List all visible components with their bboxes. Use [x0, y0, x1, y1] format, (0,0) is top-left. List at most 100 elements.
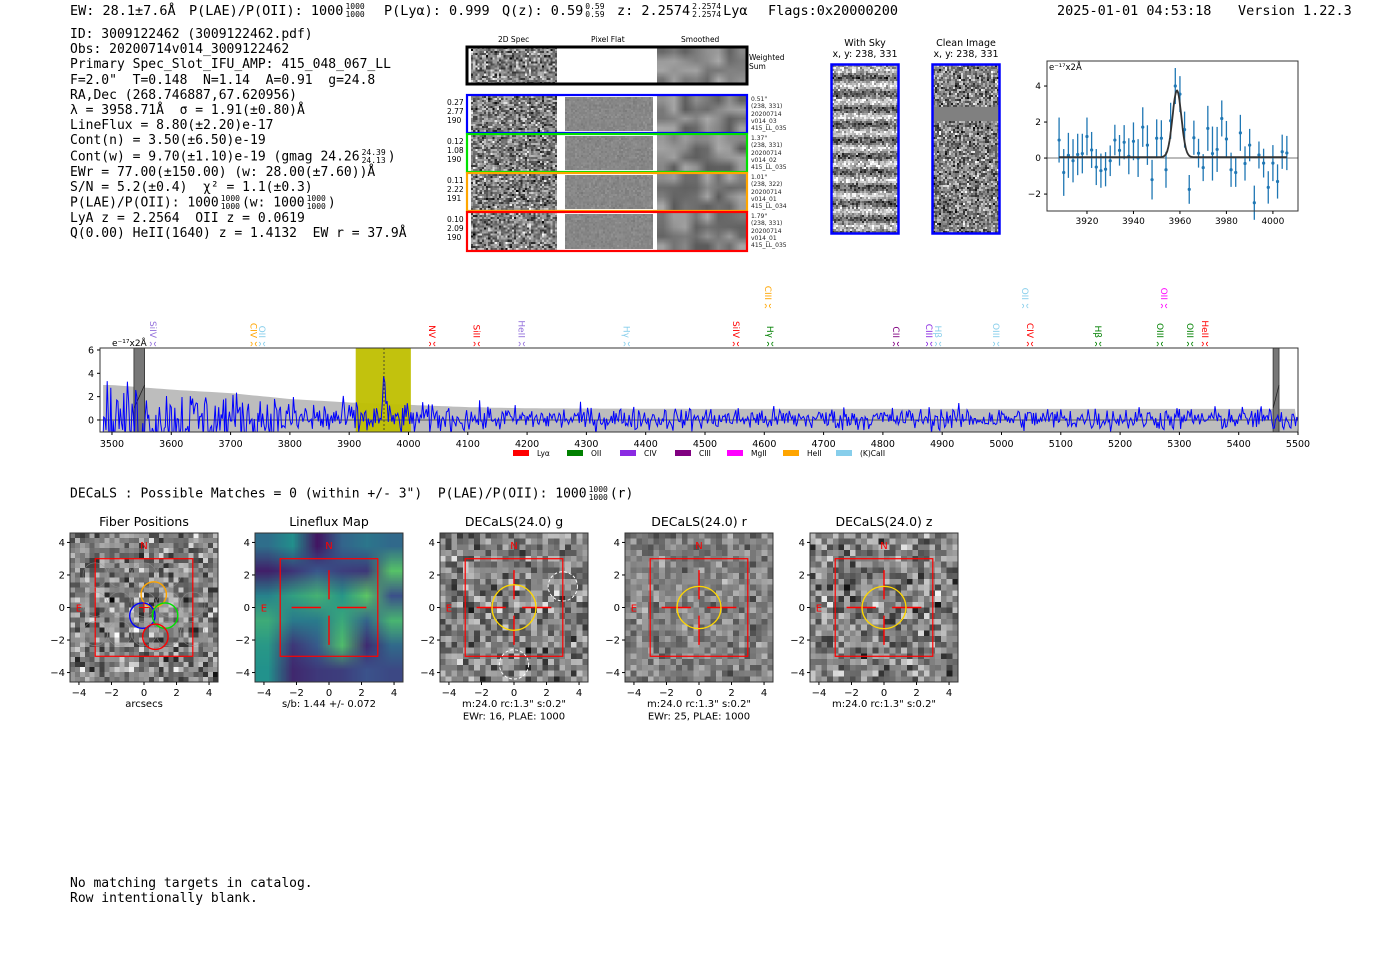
y-tick-label: 0: [429, 603, 435, 614]
qz-value: Q(z): 0.59: [502, 3, 584, 19]
y-tick-label: 4: [59, 538, 65, 549]
unit-label: e⁻¹⁷x2Å: [1049, 61, 1082, 73]
emission-line-marker: [992, 341, 1000, 347]
y-tick-label: 0: [244, 603, 250, 614]
qz-lo: 0.59: [585, 10, 605, 19]
info-lineflux: LineFlux = 8.80(±2.20)e-17: [70, 118, 274, 134]
x-tick-label: −4: [812, 688, 827, 699]
emission-line-label: CIV: [1024, 323, 1034, 339]
data-point: [1238, 131, 1242, 135]
data-point: [1248, 143, 1252, 147]
plae-summary: P(LAE)/P(OII): 1000 1000 1000: [189, 3, 367, 20]
x-tick-label: 5200: [1108, 439, 1132, 450]
y-tick-label: −4: [790, 668, 805, 679]
y-tick-label: −4: [605, 668, 620, 679]
panel-caption: arcsecs: [125, 699, 163, 710]
data-point: [1275, 179, 1280, 184]
emission-line-marker: [623, 341, 630, 347]
data-point: [1090, 148, 1094, 152]
x-tick-label: 3700: [218, 439, 242, 450]
data-point: [1262, 161, 1266, 165]
2d-spec-image: [471, 213, 557, 250]
data-point: [1243, 161, 1247, 166]
emission-line-marker: [1201, 341, 1209, 347]
data-point: [1155, 136, 1159, 140]
emission-line-marker: [1186, 341, 1194, 347]
plae-hi: 1000: [220, 194, 240, 204]
data-point: [1220, 116, 1224, 121]
x-tick-label: 4100: [456, 439, 480, 450]
emission-line-marker: [732, 341, 740, 347]
pixel-flat-image: [565, 214, 653, 249]
x-tick-label: 5000: [989, 439, 1013, 450]
emission-line-label: Hβ: [932, 325, 942, 338]
decals-plae-hi: 1000: [588, 485, 608, 494]
col-smoothed: Smoothed: [681, 35, 720, 44]
x-tick-label: 0: [696, 688, 702, 699]
flux-spectrum: [102, 376, 1298, 432]
data-point: [1280, 150, 1284, 154]
z-hi: 2.2574: [692, 2, 722, 11]
y-tick-label: −2: [235, 636, 250, 647]
y-tick-label: −2: [605, 636, 620, 647]
emission-line-label: CIV: [248, 323, 258, 339]
panel-caption: EWr: 25, PLAE: 1000: [648, 712, 750, 723]
emission-line-marker: [764, 303, 772, 309]
version: Version 1.22.3: [1238, 3, 1352, 19]
spectrum-plot-area: [100, 348, 1298, 432]
data-point: [1099, 169, 1103, 173]
emission-line-label: HeII: [1199, 320, 1209, 338]
cutout-image: [810, 533, 958, 682]
error-envelope: [103, 385, 1298, 432]
fiber-info: 415_LL_035: [751, 164, 787, 172]
clean-image: [933, 65, 999, 233]
fiber-stat: 190: [447, 155, 462, 164]
y-tick-label: 0: [88, 415, 94, 426]
emission-line-marker: [934, 341, 942, 347]
cont-w-text: Cont(w) = 9.70(±1.10)e-19 (gmag 24.26: [70, 149, 360, 165]
x-tick-label: 2: [913, 688, 919, 699]
x-tick-label: 3940: [1122, 217, 1145, 227]
panel-title: Fiber Positions: [99, 514, 189, 529]
data-point: [1210, 151, 1215, 156]
decals-band: (r): [609, 486, 634, 502]
x-tick-label: 4000: [396, 439, 420, 450]
panel-caption: s/b: 1.44 +/- 0.072: [282, 699, 376, 710]
y-tick-label: 4: [429, 538, 435, 549]
y-tick-label: 0: [799, 603, 805, 614]
fiber-stat: 2.22: [447, 185, 464, 194]
pixel-flat-image: [565, 97, 653, 131]
gaussian-fit-line: [1059, 89, 1287, 159]
y-tick-label: 4: [88, 369, 94, 380]
fiber-info: 20200714: [751, 188, 782, 196]
panel-title: DECaLS(24.0) r: [651, 514, 747, 529]
plae-lo: 1000: [345, 10, 365, 19]
qz-summary: Q(z): 0.59 0.59 0.59: [502, 3, 607, 20]
y-tick-label: −4: [50, 668, 65, 679]
y-tick-label: 4: [1035, 82, 1041, 92]
x-tick-label: −2: [659, 688, 674, 699]
emission-line-label: Hγ: [764, 326, 774, 339]
emission-line-label: OIII: [990, 323, 1000, 338]
data-point: [1182, 128, 1187, 132]
emission-line-label: CIII: [762, 286, 772, 300]
data-point: [1169, 119, 1173, 123]
y-tick-label: 4: [799, 538, 805, 549]
x-tick-label: 0: [326, 688, 332, 699]
plae-text: P(LAE)/P(OII): 1000: [70, 195, 219, 211]
x-tick-label: 4600: [752, 439, 776, 450]
x-tick-label: 0: [511, 688, 517, 699]
panel-caption: m:24.0 rc:1.3" s:0.2": [647, 699, 751, 710]
data-point: [1285, 151, 1289, 155]
pixel-flat-image: [565, 136, 653, 170]
fiber-info: 415_LL_035: [751, 242, 787, 250]
data-point: [1062, 170, 1066, 175]
data-point: [1071, 159, 1075, 163]
data-point: [1131, 139, 1136, 143]
y-tick-label: 2: [1035, 118, 1041, 128]
data-point: [1108, 159, 1112, 163]
emission-line-marker: [1021, 303, 1029, 309]
data-point: [1196, 151, 1201, 155]
data-point: [1076, 152, 1080, 157]
mask-hatch: [1272, 384, 1280, 409]
